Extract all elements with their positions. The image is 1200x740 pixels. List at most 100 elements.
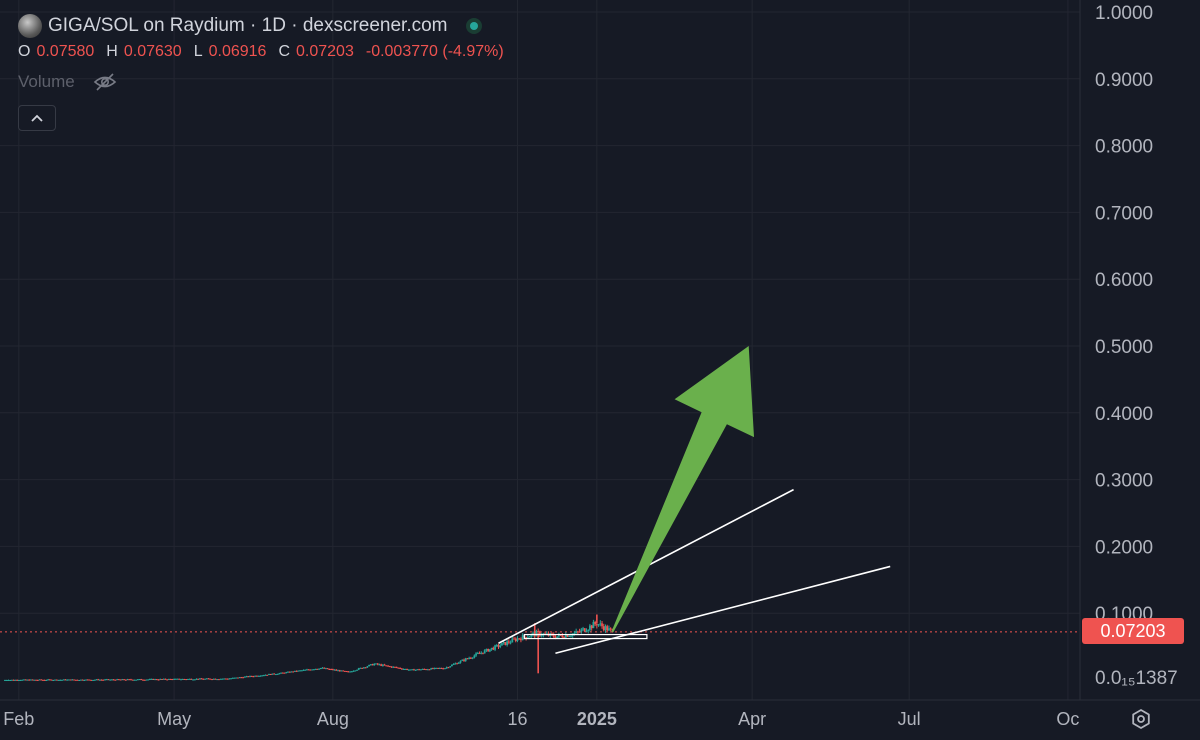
candle-body xyxy=(74,679,77,681)
close-key: C xyxy=(278,43,291,60)
eye-off-icon[interactable] xyxy=(93,72,117,92)
price-label: 0.6000 xyxy=(1095,270,1153,291)
candle-body xyxy=(69,679,72,681)
candle-body xyxy=(164,678,167,680)
candle-body xyxy=(463,659,465,661)
candle-body xyxy=(123,679,125,681)
time-label: 16 xyxy=(507,709,527,729)
candle-body xyxy=(29,679,32,681)
settings-button[interactable] xyxy=(1128,706,1154,732)
candle-body xyxy=(331,669,334,671)
candle-body xyxy=(181,678,184,680)
time-label: Feb xyxy=(3,709,34,729)
candle-body xyxy=(223,678,226,680)
candle-body xyxy=(76,679,79,681)
candle-body xyxy=(411,669,414,671)
candle-body xyxy=(416,669,419,671)
candle-body xyxy=(14,679,17,681)
candle-body xyxy=(335,669,338,671)
close-value: 0.07203 xyxy=(296,43,354,60)
candle-body xyxy=(513,638,515,640)
candle-body xyxy=(349,671,352,673)
candle-body xyxy=(433,667,436,669)
candle-body xyxy=(556,636,559,639)
candle-body xyxy=(280,672,282,674)
candle-body xyxy=(16,679,18,681)
candle-body xyxy=(162,678,165,680)
candle-body xyxy=(447,667,450,669)
candle-body xyxy=(114,679,117,681)
candle-body xyxy=(202,678,205,680)
candle-body xyxy=(376,663,379,665)
candle-body xyxy=(7,680,10,681)
ohlc-row: O 0.07580 H 0.07630 L 0.06916 C 0.07203 -0.0… xyxy=(18,43,510,65)
candle-body xyxy=(539,631,541,636)
candle-body xyxy=(297,670,300,672)
candle-body xyxy=(131,679,134,681)
candle-body xyxy=(252,676,255,678)
candle-body xyxy=(606,626,609,631)
candle-body xyxy=(235,677,238,679)
candle-body xyxy=(83,680,86,681)
candle-body xyxy=(185,679,188,681)
live-status-icon xyxy=(465,18,482,34)
candle-body xyxy=(397,667,400,669)
candle-body xyxy=(78,680,81,681)
candle-body xyxy=(224,678,227,680)
candle-body xyxy=(530,634,533,637)
candle-body xyxy=(516,638,519,641)
candle-body xyxy=(568,636,571,638)
collapse-button[interactable] xyxy=(18,105,56,131)
candle-body xyxy=(464,658,467,661)
candle-body xyxy=(564,634,567,638)
candle-body xyxy=(237,677,239,679)
candle-body xyxy=(171,679,174,681)
candle-body xyxy=(328,669,331,671)
time-label: Jul xyxy=(898,709,921,729)
candle-body xyxy=(418,669,421,671)
candle-body xyxy=(373,663,376,666)
candle-body xyxy=(293,670,296,672)
candle-body xyxy=(40,679,43,681)
price-label: 0.2000 xyxy=(1095,537,1153,558)
candle-body xyxy=(81,679,84,681)
candle-body xyxy=(390,666,393,668)
candle-body xyxy=(333,669,336,671)
candle-body xyxy=(430,668,433,670)
candle-body xyxy=(537,631,540,633)
candle-body xyxy=(216,679,219,681)
candle-body xyxy=(242,677,245,679)
candle-body xyxy=(128,679,131,681)
candle-body xyxy=(347,671,350,673)
drawings xyxy=(498,346,891,655)
candle-body xyxy=(266,674,269,676)
candle-body xyxy=(402,668,405,670)
candle-body xyxy=(451,664,453,667)
title-row: GIGA/SOL on Raydium · 1D · dexscreener.c… xyxy=(18,12,510,40)
candle-body xyxy=(5,680,8,681)
candle-body xyxy=(188,678,191,680)
candle-body xyxy=(580,629,583,632)
settings-icon xyxy=(1132,709,1150,729)
candle-body xyxy=(456,663,458,665)
candle-body xyxy=(43,679,46,681)
low-value: 0.06916 xyxy=(208,43,267,60)
candle-body xyxy=(178,678,181,680)
candle-body xyxy=(199,678,201,680)
time-axis: Feb May Aug 16 2025 Apr Jul Oc xyxy=(3,709,1079,729)
candle-body xyxy=(45,680,48,681)
candle-body xyxy=(287,671,289,673)
bullish-arrow xyxy=(611,346,754,633)
candle-body xyxy=(126,679,129,681)
candle-body xyxy=(54,679,56,681)
candle-body xyxy=(371,664,374,666)
candle-body xyxy=(601,623,603,627)
candle-body xyxy=(205,678,208,680)
candle-body xyxy=(325,668,327,670)
candle-body xyxy=(321,667,324,669)
candle-body xyxy=(509,642,512,644)
candle-body xyxy=(97,679,100,681)
candle-body xyxy=(545,633,548,635)
candle-body xyxy=(247,676,250,678)
